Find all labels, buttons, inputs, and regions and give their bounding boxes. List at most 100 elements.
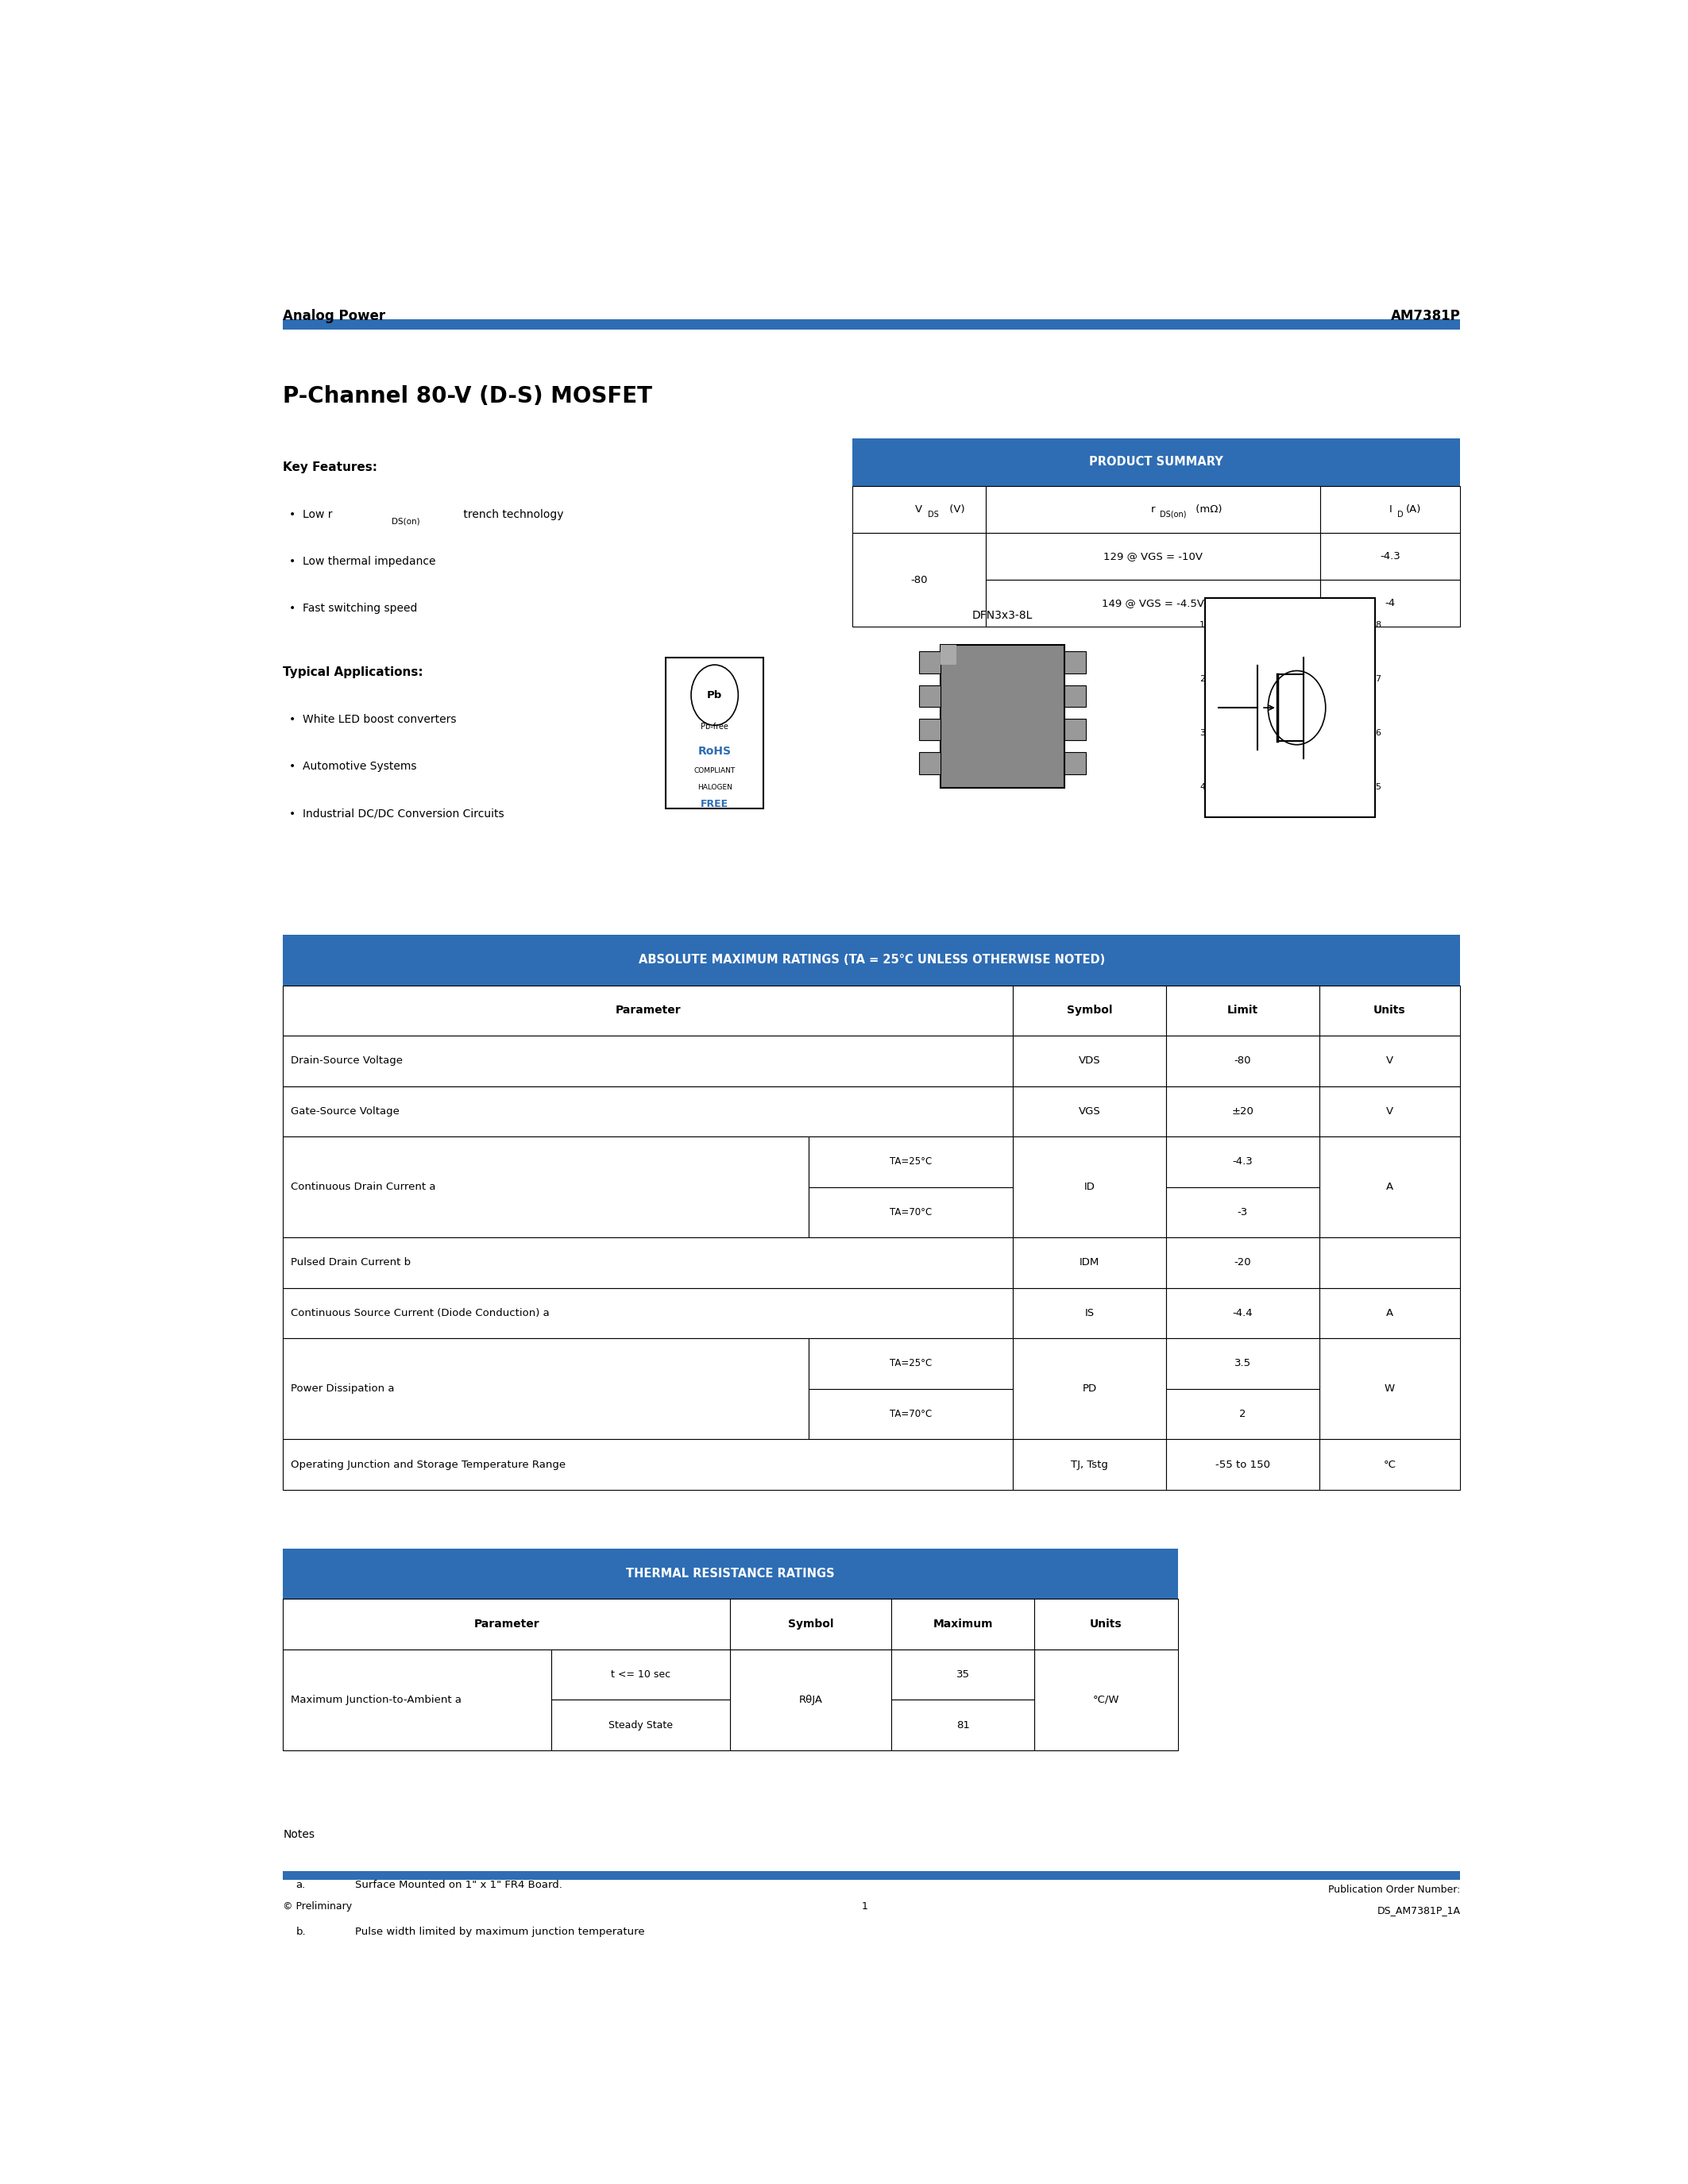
Bar (1013, 1035, 1166, 1085)
Text: FREE: FREE (701, 799, 729, 810)
Text: -4: -4 (1386, 598, 1396, 609)
Text: Pb-free: Pb-free (701, 723, 729, 732)
Bar (920, 719, 940, 740)
Text: TA=25°C: TA=25°C (890, 1358, 932, 1369)
Bar (1166, 985, 1318, 1035)
Bar (920, 651, 940, 673)
Text: Drain-Source Voltage: Drain-Source Voltage (290, 1055, 403, 1066)
Bar (1318, 1439, 1460, 1489)
Text: IS: IS (1085, 1308, 1094, 1319)
Text: Maximum Junction-to-Ambient a: Maximum Junction-to-Ambient a (290, 1695, 461, 1706)
Bar (986, 485, 1320, 533)
Bar (940, 644, 955, 664)
Text: 4: 4 (1200, 782, 1205, 791)
Bar (284, 985, 1013, 1035)
Text: V: V (915, 505, 923, 515)
Bar (1205, 598, 1376, 817)
Bar (1166, 1085, 1318, 1136)
Text: 3: 3 (1200, 729, 1205, 736)
Text: (V): (V) (947, 505, 966, 515)
Bar (1166, 1339, 1318, 1389)
Text: Analog Power: Analog Power (284, 308, 385, 323)
Text: •  Industrial DC/DC Conversion Circuits: • Industrial DC/DC Conversion Circuits (290, 808, 505, 819)
Text: •  Fast switching speed: • Fast switching speed (290, 603, 417, 614)
Text: Pulsed Drain Current b: Pulsed Drain Current b (290, 1258, 410, 1269)
Bar (284, 1238, 1013, 1289)
Text: I: I (1389, 505, 1393, 515)
Bar (1166, 1136, 1318, 1188)
Bar (284, 1599, 731, 1649)
Bar (284, 319, 1460, 330)
Text: RoHS: RoHS (697, 745, 731, 756)
Text: Symbol: Symbol (1067, 1005, 1112, 1016)
Text: 2: 2 (1239, 1409, 1246, 1420)
Text: Publication Order Number:: Publication Order Number: (1328, 1885, 1460, 1896)
Text: V: V (1386, 1055, 1393, 1066)
Text: Pulse width limited by maximum junction temperature: Pulse width limited by maximum junction … (354, 1926, 645, 1937)
Text: ±20: ±20 (1232, 1105, 1254, 1116)
Text: 7: 7 (1376, 675, 1381, 684)
Bar (891, 1599, 1035, 1649)
Bar (1166, 1389, 1318, 1439)
Text: Continuous Source Current (Diode Conduction) a: Continuous Source Current (Diode Conduct… (290, 1308, 550, 1319)
Bar (1166, 1035, 1318, 1085)
Bar (1318, 985, 1460, 1035)
Bar (1320, 533, 1460, 581)
Text: °C/W: °C/W (1092, 1695, 1119, 1706)
Text: (A): (A) (1406, 505, 1421, 515)
Text: PRODUCT SUMMARY: PRODUCT SUMMARY (1089, 456, 1224, 467)
Text: Power Dissipation a: Power Dissipation a (290, 1385, 395, 1393)
Bar (1013, 1339, 1166, 1439)
Bar (920, 686, 940, 708)
Bar (986, 581, 1320, 627)
Bar (852, 533, 986, 627)
Bar (552, 1649, 731, 1699)
Bar (1013, 1439, 1166, 1489)
Text: Operating Junction and Storage Temperature Range: Operating Junction and Storage Temperatu… (290, 1459, 565, 1470)
Text: Units: Units (1374, 1005, 1406, 1016)
Bar (891, 1649, 1035, 1699)
Text: 81: 81 (957, 1721, 969, 1730)
Text: •  Low thermal impedance: • Low thermal impedance (290, 557, 436, 568)
Bar (1065, 719, 1085, 740)
Bar (284, 1439, 1013, 1489)
Bar (1065, 686, 1085, 708)
Text: PD: PD (1082, 1385, 1097, 1393)
Text: W: W (1384, 1385, 1394, 1393)
Text: -80: -80 (1234, 1055, 1251, 1066)
Text: Gate-Source Voltage: Gate-Source Voltage (290, 1105, 400, 1116)
Text: 8: 8 (1376, 622, 1381, 629)
Text: 1: 1 (863, 1902, 868, 1911)
Bar (1013, 1085, 1166, 1136)
Text: 149 @ VGS = -4.5V: 149 @ VGS = -4.5V (1102, 598, 1204, 609)
Text: V: V (1386, 1105, 1393, 1116)
Bar (731, 1649, 891, 1749)
Text: Key Features:: Key Features: (284, 461, 378, 474)
Bar (1166, 1238, 1318, 1289)
Bar (284, 935, 1460, 985)
Bar (1013, 1289, 1166, 1339)
Text: A: A (1386, 1182, 1393, 1192)
Bar (1166, 1289, 1318, 1339)
Text: DS(on): DS(on) (392, 518, 420, 524)
Text: ID: ID (1084, 1182, 1096, 1192)
Bar (1318, 1339, 1460, 1439)
Text: •  White LED boost converters: • White LED boost converters (290, 714, 457, 725)
Bar (809, 1136, 1013, 1188)
Text: 1: 1 (1200, 622, 1205, 629)
Text: Units: Units (1090, 1618, 1123, 1629)
Bar (1166, 1188, 1318, 1238)
Text: VGS: VGS (1079, 1105, 1101, 1116)
Bar (809, 1188, 1013, 1238)
Text: a.: a. (295, 1880, 306, 1889)
Bar (920, 751, 940, 773)
Bar (1320, 581, 1460, 627)
Text: Parameter: Parameter (614, 1005, 680, 1016)
Text: b.: b. (295, 1926, 306, 1937)
Text: DS(on): DS(on) (1160, 511, 1187, 518)
Text: Pb: Pb (707, 690, 722, 701)
Text: TA=25°C: TA=25°C (890, 1158, 932, 1166)
Text: -4.4: -4.4 (1232, 1308, 1252, 1319)
Bar (284, 1289, 1013, 1339)
Text: trench technology: trench technology (459, 509, 564, 520)
